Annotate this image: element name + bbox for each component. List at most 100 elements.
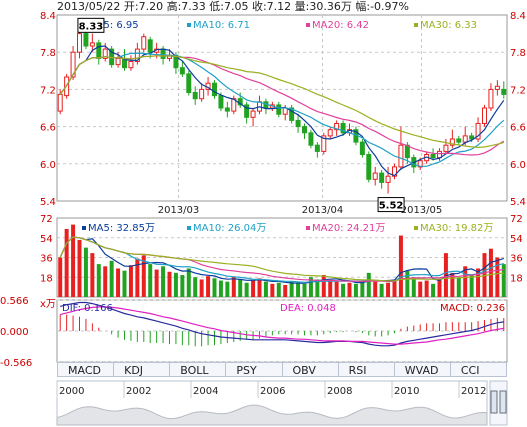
candle-body [218,95,224,109]
volume-ma5-line [59,236,504,284]
volume-bar [424,280,429,297]
candle-body [456,138,462,143]
volume-bar [71,224,76,297]
price-y-tick-right: 8.4 [510,11,526,22]
volume-bar [276,282,281,297]
volume-bar [321,275,326,297]
candle-body [430,154,436,159]
volume-bar [167,271,172,297]
tab-psy[interactable]: PSY [226,362,283,377]
candle-body [289,107,295,121]
volume-bar [443,253,448,297]
volume-bar [238,279,243,297]
volume-ma10-line [59,236,504,283]
candle-body [321,135,327,152]
tab-cci[interactable]: CCI [450,362,507,377]
price-y-tick-left: 8.4 [40,11,56,22]
volume-bar [64,228,69,297]
ma-legend-swatch [414,23,418,27]
volume-bar [296,282,301,297]
tab-obv[interactable]: OBV [282,362,339,377]
volume-bar [193,277,198,297]
timeline-year-label: 2006 [260,386,285,397]
candle-body [482,107,487,124]
volume-bar [206,276,211,297]
ma-legend-swatch [306,23,310,27]
volume-legend-swatch [306,226,310,230]
volume-bar [379,283,384,297]
volume-bar [58,257,63,297]
volume-bar [128,265,133,297]
price-x-tick: 2013/03 [158,205,200,216]
candle-body [404,144,410,159]
volume-bar [418,281,423,297]
volume-bar [212,278,217,297]
candle-body [212,82,217,97]
price-y-tick-right: 7.2 [510,85,526,96]
candle-body [398,144,404,168]
volume-legend-label: MA5: 32.85万 [88,223,155,234]
tab-kdj[interactable]: KDJ [114,362,171,377]
candle-body [250,110,256,118]
volume-bar [83,247,88,297]
volume-bar [161,266,166,297]
volume-y-tick-right: 36 [510,254,523,265]
candle-body [160,48,166,59]
candle-body [147,39,153,53]
candle-body [449,138,455,146]
volume-bar [488,248,493,297]
volume-bar [315,279,320,297]
tab-boll[interactable]: BOLL [170,362,227,377]
volume-bar [231,277,236,297]
volume-bar [154,269,159,297]
volume-bar [495,257,500,297]
tab-macd[interactable]: MACD [57,362,115,377]
tab-rsi[interactable]: RSI [338,362,395,377]
volume-bar [148,264,153,297]
volume-bar [103,266,108,297]
volume-bar [405,270,410,297]
candle-body [282,107,288,115]
volume-bar [186,268,191,297]
dea-line [60,306,504,345]
high-annotation-box [77,17,105,33]
ma-legend-label: MA10: 6.71 [193,20,250,31]
volume-bar [476,268,481,297]
timeline-area [56,404,488,426]
candle-body [244,104,250,118]
volume-bar [347,282,352,297]
volume-bar [341,283,346,297]
volume-ma30-line [59,236,504,282]
candle-body [186,73,192,94]
candle-body [96,42,102,59]
volume-bar [392,279,397,297]
candle-body [141,36,147,50]
candle-body [83,33,89,47]
tab-wvad[interactable]: WVAD [394,362,451,377]
candle-body [276,104,282,115]
candle-body [314,144,320,152]
candle-body [385,175,391,183]
price-y-tick-right: 5.4 [510,197,526,208]
volume-bar [386,282,391,297]
candle-body [295,119,301,128]
candle-body [379,172,385,183]
volume-bar [122,270,127,297]
ma-legend-label: MA30: 6.33 [420,20,477,31]
candle-body [462,135,468,143]
volume-bar [360,281,365,297]
volume-y-tick-left: 72 [40,214,53,225]
price-y-tick-right: 6.6 [510,123,526,134]
candle-body [128,61,134,69]
candle-body [488,88,494,109]
candle-body [199,88,205,100]
volume-y-tick-left: 18 [40,273,53,284]
dif-line [60,301,504,347]
price-x-tick: 2013/05 [401,205,443,216]
volume-bar [469,275,474,297]
timeline-year-label: 2010 [394,386,419,397]
candle-body [494,85,500,90]
volume-bar [135,258,140,297]
macd-y-tick: 0.000 [0,327,29,338]
